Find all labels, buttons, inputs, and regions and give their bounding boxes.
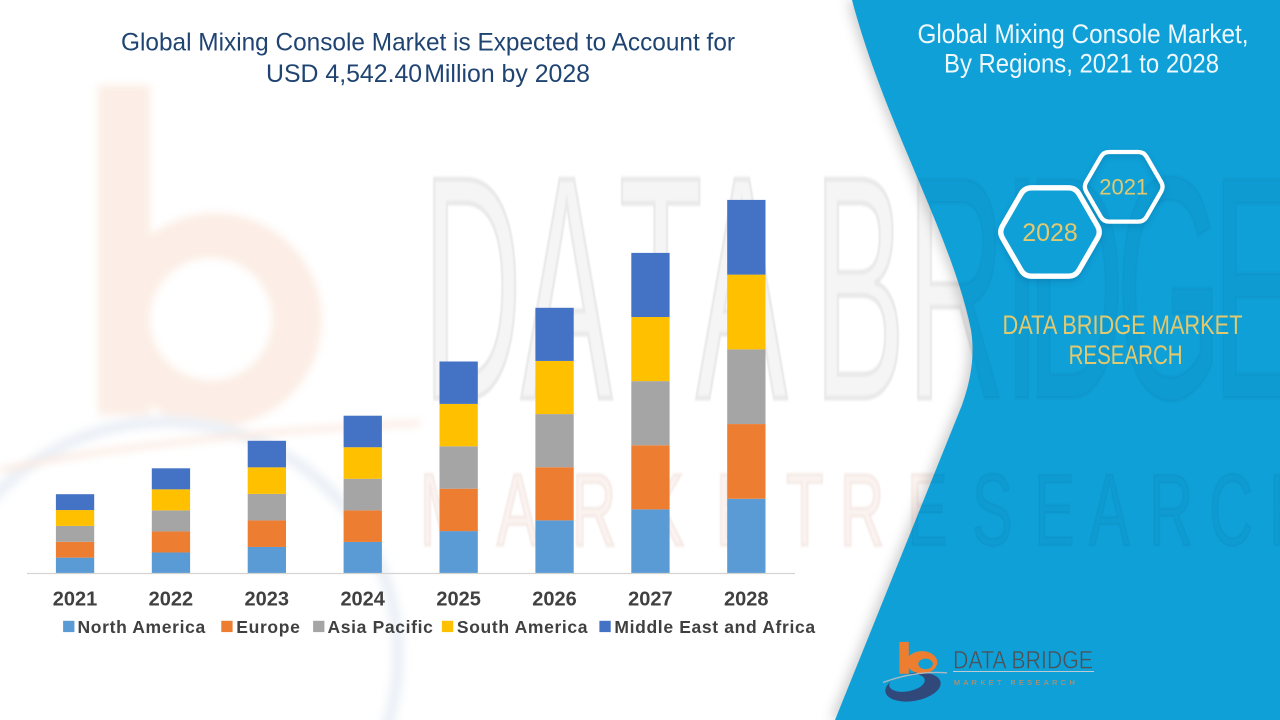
svg-text:DATA BRIDGE: DATA BRIDGE (953, 647, 1093, 675)
svg-text:2021: 2021 (1099, 175, 1148, 200)
svg-text:USD 4,542.40 Million by 2028: USD 4,542.40 Million by 2028 (266, 60, 590, 88)
svg-text:2021: 2021 (53, 588, 98, 610)
svg-text:2025: 2025 (436, 588, 481, 610)
svg-text:RESEARCH: RESEARCH (1069, 340, 1183, 370)
svg-text:MARKET RESEARCH: MARKET RESEARCH (954, 678, 1078, 687)
svg-text:North America: North America (78, 617, 206, 637)
svg-text:2023: 2023 (245, 588, 290, 610)
svg-text:Asia Pacific: Asia Pacific (328, 617, 434, 637)
svg-text:2022: 2022 (149, 588, 194, 610)
svg-text:Global Mixing Console Market i: Global Mixing Console Market is Expected… (121, 29, 735, 57)
svg-text:DATA BRIDGE MARKET: DATA BRIDGE MARKET (1003, 310, 1243, 340)
svg-text:2024: 2024 (340, 588, 385, 610)
svg-text:Middle East and Africa: Middle East and Africa (614, 617, 815, 637)
svg-text:2027: 2027 (628, 588, 673, 610)
svg-text:By Regions, 2021 to 2028: By Regions, 2021 to 2028 (944, 49, 1219, 79)
svg-text:Global Mixing Console Market,: Global Mixing Console Market, (918, 19, 1249, 49)
svg-text:2028: 2028 (724, 588, 769, 610)
svg-text:2028: 2028 (1022, 219, 1078, 247)
svg-text:2026: 2026 (532, 588, 577, 610)
svg-text:Europe: Europe (236, 617, 300, 637)
svg-text:South America: South America (457, 617, 588, 637)
